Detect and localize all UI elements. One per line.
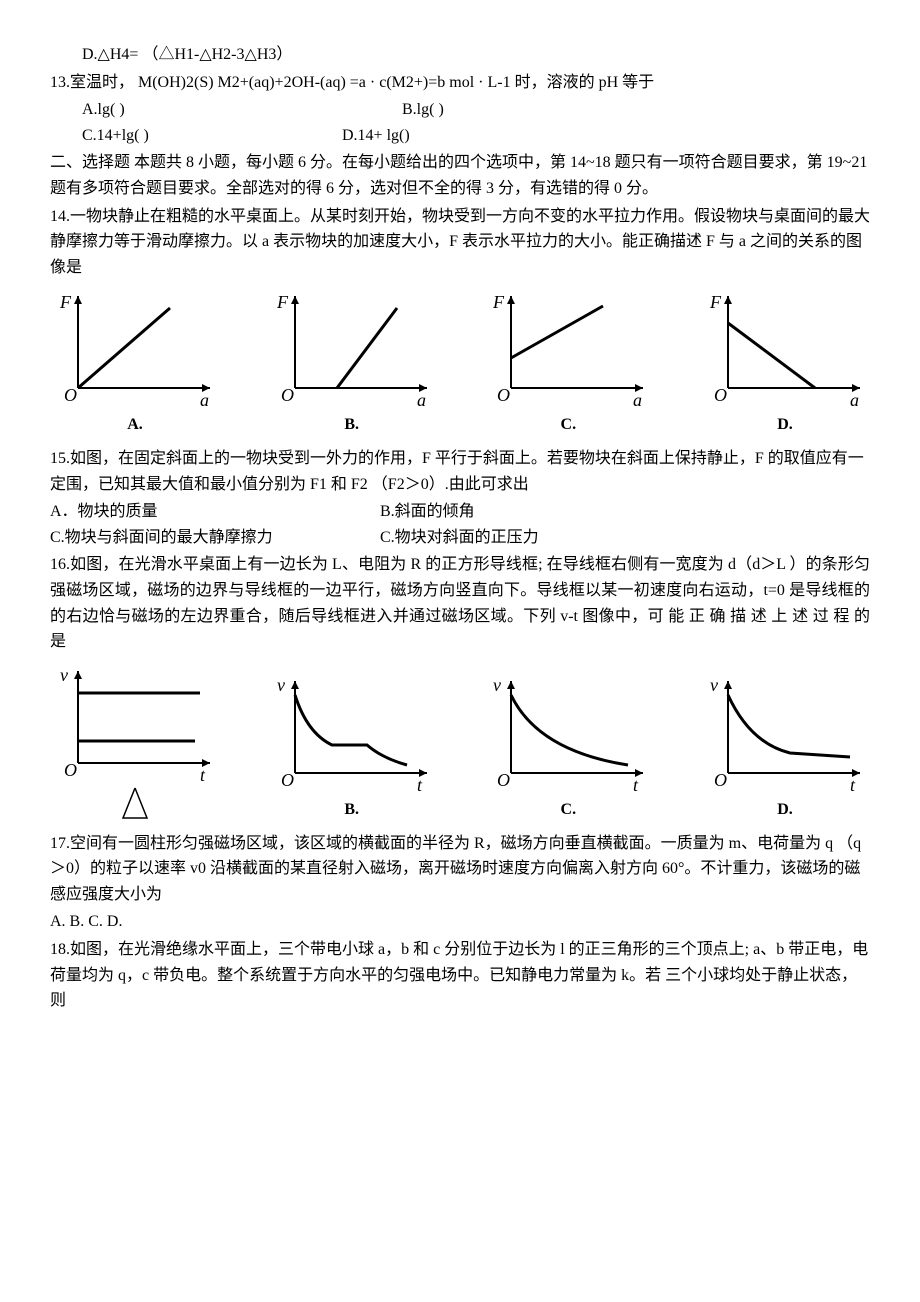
svg-text:F: F (59, 292, 72, 312)
q14-graph-b: F a O (267, 288, 437, 408)
svg-text:t: t (633, 775, 639, 793)
svg-text:t: t (200, 765, 206, 783)
q15-option-d: C.物块对斜面的正压力 (380, 525, 539, 551)
svg-text:O: O (497, 385, 510, 405)
q16-label-a-shape (115, 783, 155, 823)
q16-graph-a: v t O (50, 663, 220, 783)
q17-options: A. B. C. D. (50, 909, 870, 935)
svg-text:O: O (64, 385, 77, 405)
svg-text:v: v (493, 675, 501, 695)
q12-option-d: D.△H4= （△H1-△H2-3△H3） (50, 42, 870, 68)
q18-stem: 18.如图，在光滑绝缘水平面上，三个带电小球 a，b 和 c 分别位于边长为 l… (50, 937, 870, 1014)
q16-label-d: D. (777, 797, 793, 823)
q14-label-c: C. (561, 412, 577, 438)
svg-text:O: O (64, 760, 77, 780)
q13-option-c: C.14+lg( ) (50, 123, 342, 149)
svg-text:F: F (492, 292, 505, 312)
svg-text:a: a (850, 390, 859, 408)
q14-label-a: A. (127, 412, 143, 438)
q15-option-b: B.斜面的倾角 (380, 499, 475, 525)
q16-graph-b: v t O (267, 673, 437, 793)
q14-graph-d: F a O (700, 288, 870, 408)
svg-text:F: F (709, 292, 722, 312)
q16-stem: 16.如图，在光滑水平桌面上有一边长为 L、电阻为 R 的正方形导线框; 在导线… (50, 552, 870, 654)
q16-graphs: v t O v t O B. v (50, 663, 870, 823)
q16-graph-d: v t O (700, 673, 870, 793)
q16-graph-c: v t O (483, 673, 653, 793)
svg-text:O: O (281, 770, 294, 790)
q13-option-a: A.lg( ) (50, 97, 402, 123)
section2-header: 二、选择题 本题共 8 小题，每小题 6 分。在每小题给出的四个选项中，第 14… (50, 150, 870, 201)
q14-graph-a: F a O (50, 288, 220, 408)
q14-stem: 14.一物块静止在粗糙的水平桌面上。从某时刻开始，物块受到一方向不变的水平拉力作… (50, 204, 870, 281)
svg-text:O: O (714, 385, 727, 405)
q14-graphs: F a O A. F a O B. F a O (50, 288, 870, 438)
q16-label-c: C. (561, 797, 577, 823)
svg-text:v: v (710, 675, 718, 695)
svg-text:v: v (60, 665, 68, 685)
svg-text:O: O (497, 770, 510, 790)
svg-text:a: a (200, 390, 209, 408)
svg-text:t: t (850, 775, 856, 793)
q16-label-b: B. (344, 797, 359, 823)
svg-text:t: t (417, 775, 423, 793)
q15-option-a: A．物块的质量 (50, 499, 380, 525)
q15-stem: 15.如图，在固定斜面上的一物块受到一外力的作用，F 平行于斜面上。若要物块在斜… (50, 446, 870, 497)
svg-text:v: v (277, 675, 285, 695)
q14-label-d: D. (777, 412, 793, 438)
q13-stem: 13.室温时， M(OH)2(S) M2+(aq)+2OH-(aq) =a · … (50, 70, 870, 96)
svg-text:O: O (714, 770, 727, 790)
svg-text:a: a (417, 390, 426, 408)
q14-label-b: B. (344, 412, 359, 438)
q14-graph-c: F a O (483, 288, 653, 408)
svg-text:a: a (633, 390, 642, 408)
q15-option-c: C.物块与斜面间的最大静摩擦力 (50, 525, 380, 551)
q17-stem: 17.空间有一圆柱形匀强磁场区域，该区域的横截面的半径为 R，磁场方向垂直横截面… (50, 831, 870, 908)
svg-text:F: F (276, 292, 289, 312)
svg-text:O: O (281, 385, 294, 405)
q13-option-b: B.lg( ) (402, 97, 444, 123)
q13-option-d: D.14+ lg() (342, 123, 410, 149)
